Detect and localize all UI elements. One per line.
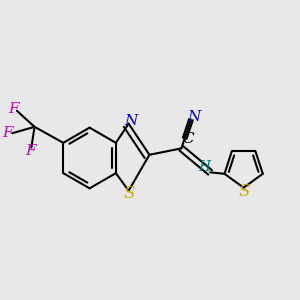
Text: S: S bbox=[238, 183, 250, 200]
Text: N: N bbox=[188, 110, 201, 124]
Text: H: H bbox=[198, 160, 210, 174]
Text: C: C bbox=[183, 132, 194, 146]
Text: F: F bbox=[25, 144, 36, 158]
Text: N: N bbox=[124, 114, 138, 128]
Text: S: S bbox=[124, 185, 135, 203]
Text: F: F bbox=[8, 102, 19, 116]
Text: F: F bbox=[2, 126, 13, 140]
